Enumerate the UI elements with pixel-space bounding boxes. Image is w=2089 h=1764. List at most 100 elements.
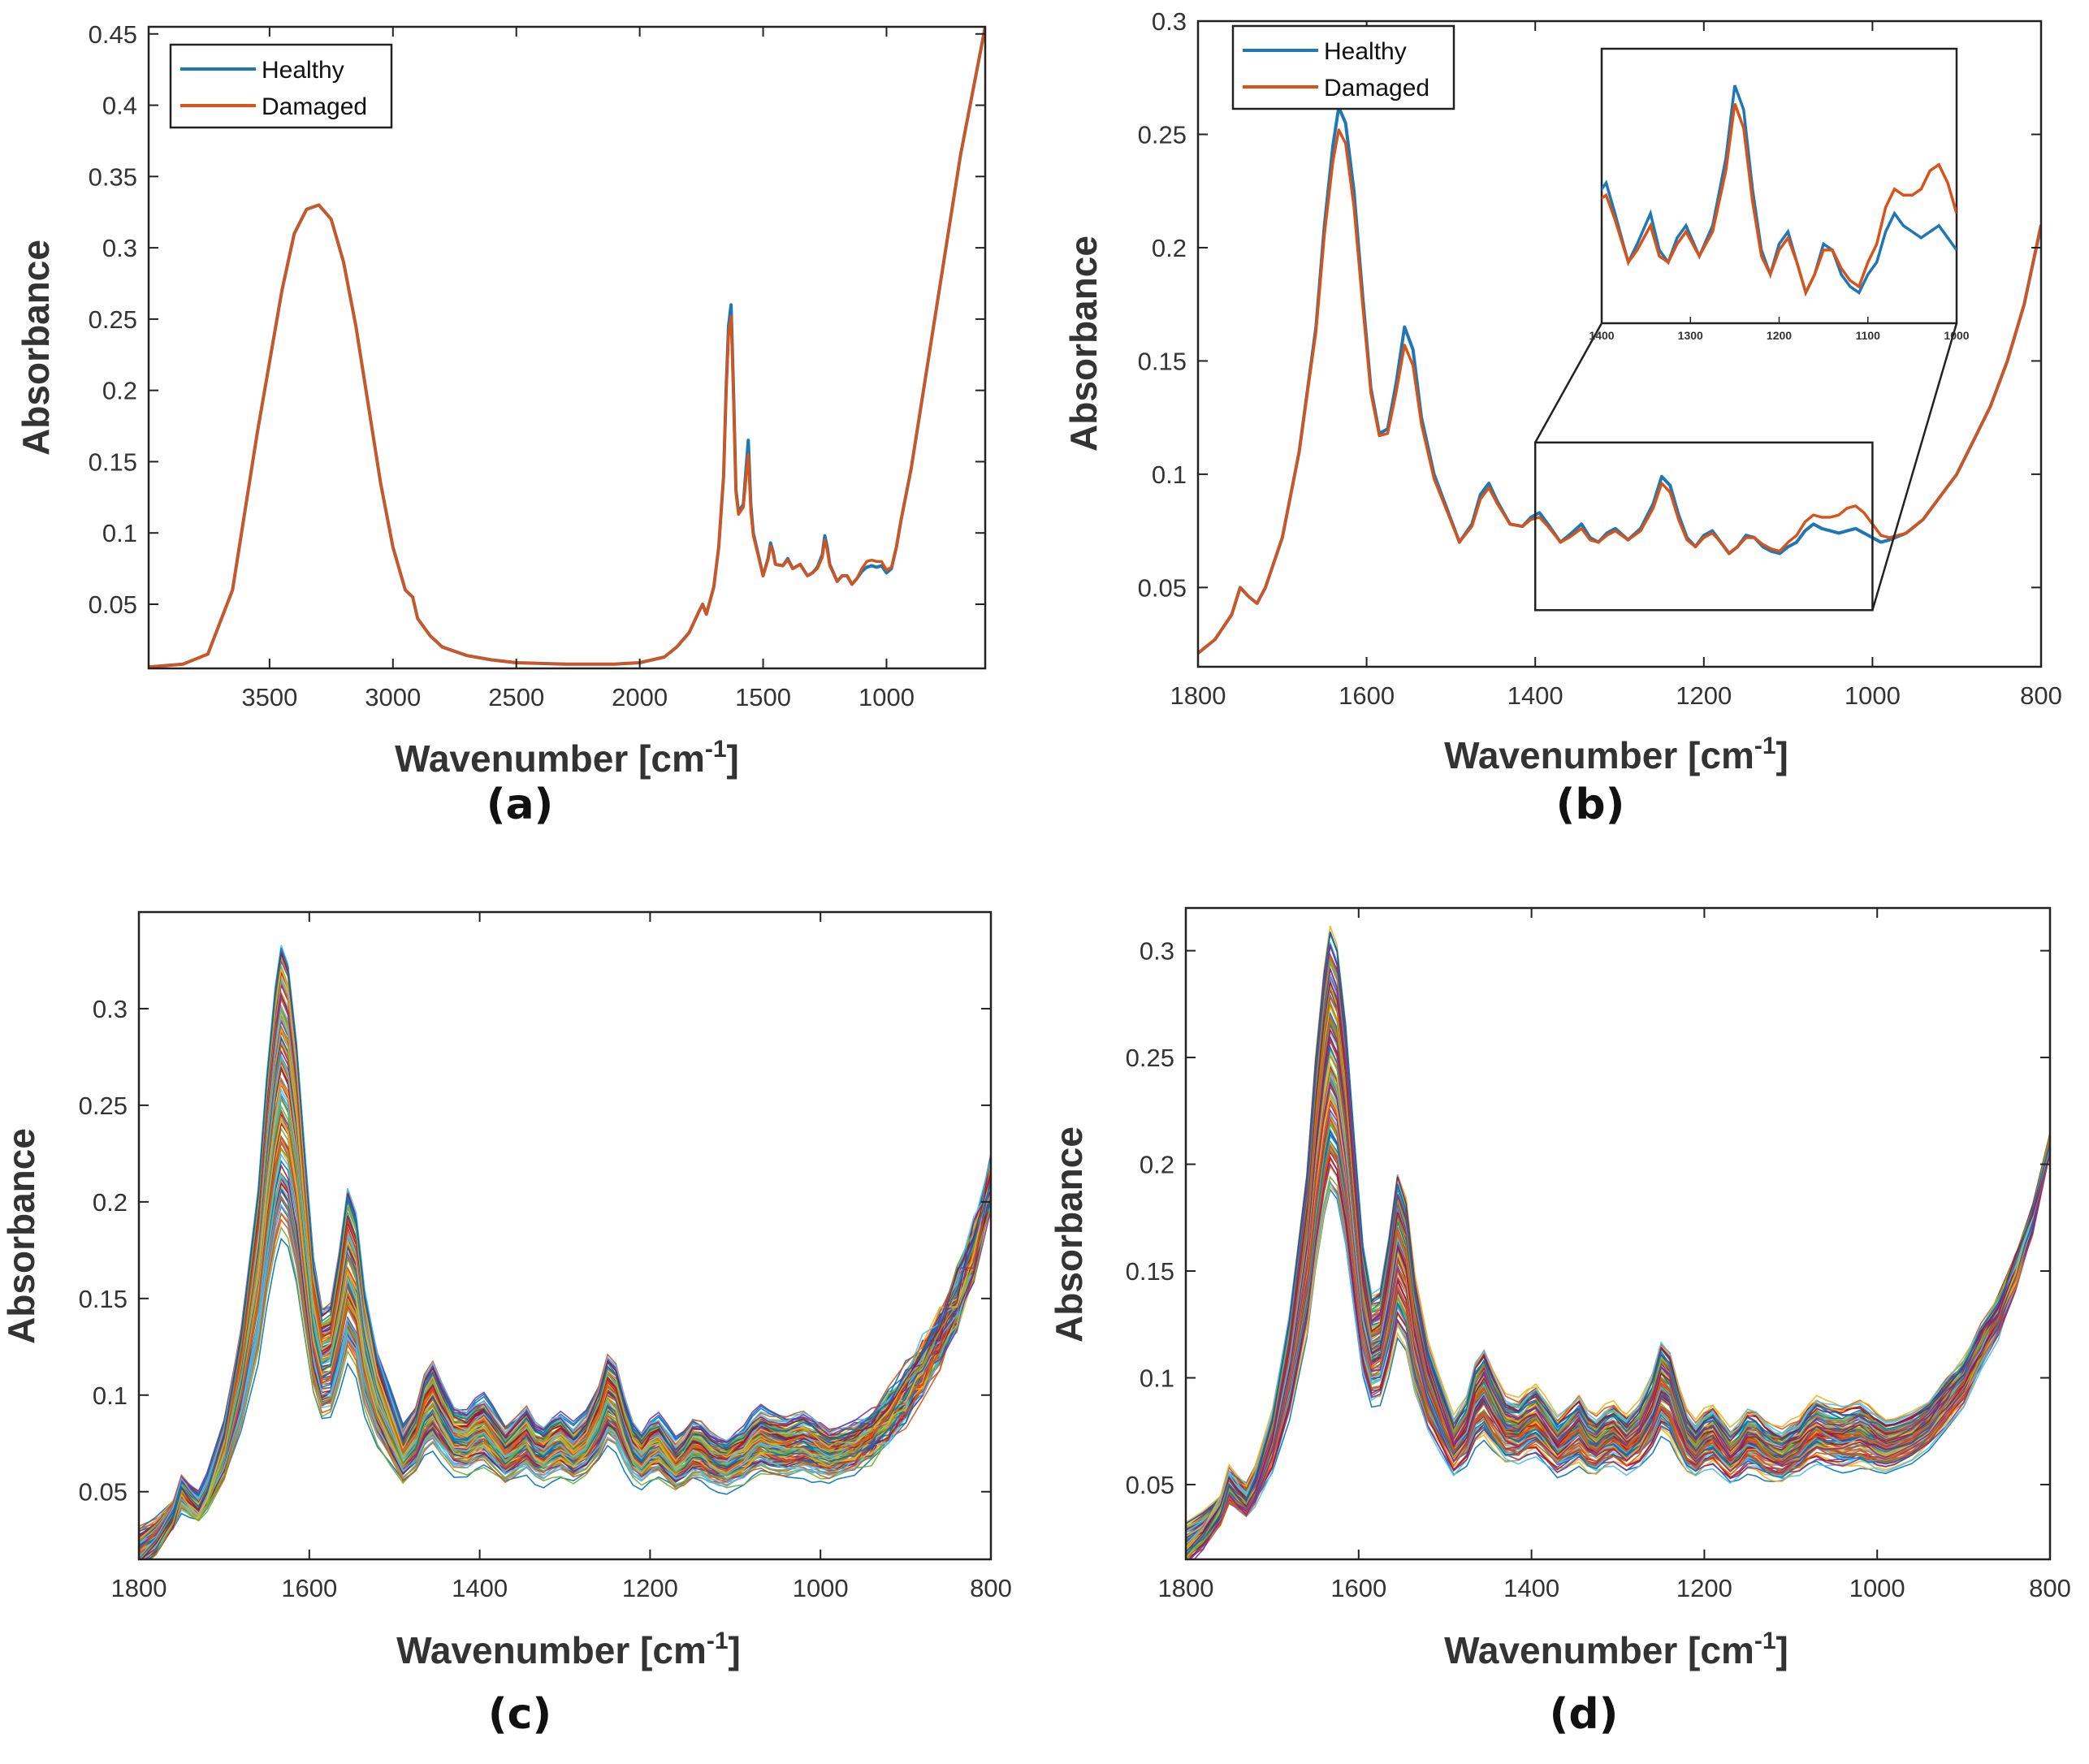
plot-area <box>139 945 991 1559</box>
y-tick-label: 0.15 <box>1126 1257 1174 1286</box>
y-ticks: 0.05 0.1 0.15 0.2 0.25 0.3 <box>79 995 991 1507</box>
x-axis-label: Wavenumber [cm-1] <box>395 736 739 780</box>
spectrum-line <box>1186 931 2050 1552</box>
legend-label-healthy: Healthy <box>262 57 344 84</box>
zoom-connector <box>1534 322 1603 443</box>
y-tick-label: 0.05 <box>79 1478 128 1507</box>
inset-x-tick-label: 1400 <box>1589 329 1614 342</box>
y-tick-label: 0.3 <box>93 995 128 1023</box>
y-tick-label: 0.2 <box>93 1188 128 1217</box>
y-tick-label: 0.1 <box>93 1381 128 1410</box>
x-axis-label-end: ] <box>1776 734 1788 776</box>
inset-plot <box>1602 84 1957 297</box>
x-tick-label: 1400 <box>1507 681 1564 710</box>
y-tick-label: 0.1 <box>102 519 137 547</box>
y-tick-label: 0.1 <box>1152 460 1187 489</box>
series-damaged-line <box>149 27 985 668</box>
inset-x-tick-label: 1100 <box>1856 329 1881 342</box>
panel-a: 3500 3000 2500 2000 1500 10000.050.10.150.20.… <box>15 20 987 829</box>
x-axis-label: Wavenumber [cm-1] <box>396 1628 741 1671</box>
spectrum-line <box>139 1081 991 1553</box>
y-tick-label: 0.15 <box>1138 347 1187 375</box>
spectrum-line <box>145 947 991 1559</box>
y-tick-label: 0.25 <box>79 1092 128 1120</box>
spectrum-line <box>1186 1014 2050 1557</box>
x-tick-label: 1200 <box>1676 1574 1732 1602</box>
inset-series-healthy-line <box>1602 84 1957 297</box>
x-tick-label: 1000 <box>1849 1574 1905 1602</box>
series-healthy-line <box>1198 106 2041 655</box>
y-tick-label: 0.2 <box>1152 234 1187 262</box>
spectrum-line <box>139 1157 991 1541</box>
y-tick-label: 0.05 <box>89 590 137 619</box>
spectrum-line <box>1186 1080 2050 1556</box>
x-axis-label-superscript: -1 <box>707 1628 729 1654</box>
legend-label-damaged: Damaged <box>262 93 367 120</box>
x-tick-label: 1000 <box>1845 681 1901 710</box>
spectrum-line <box>139 1159 991 1543</box>
x-tick-label: 1800 <box>1170 681 1226 710</box>
legend-label-healthy: Healthy <box>1324 38 1407 65</box>
legend: Healthy Damaged <box>169 43 393 129</box>
legend-box <box>169 43 393 129</box>
plot-area <box>1186 925 2050 1559</box>
zoom-connector <box>1871 322 1958 611</box>
spectrum-line <box>1186 1116 2050 1553</box>
inset-x-tick-label: 1000 <box>1944 329 1969 342</box>
x-tick-label: 1800 <box>111 1574 167 1602</box>
x-tick-label: 1000 <box>793 1574 849 1602</box>
y-ticks: 0.05 0.1 0.15 0.2 0.25 0.3 <box>1138 7 2041 602</box>
legend-box <box>1231 24 1455 110</box>
x-ticks: 1800 1600 1400 1200 1000 800 <box>1158 908 2071 1602</box>
panel-d: 1800 1600 1400 1200 1000 800 0.05 0.1 0.15 0.2 0.2… <box>1048 906 2071 1739</box>
y-tick-label: 0.3 <box>102 234 137 262</box>
spectrum-line <box>1187 979 2050 1559</box>
plot-area <box>1198 106 2041 655</box>
y-tick-label: 0.1 <box>1140 1364 1174 1392</box>
y-axis-label: Absorbance <box>1048 1126 1090 1342</box>
spectrum-line <box>1189 966 2050 1559</box>
spectrum-line <box>139 1135 991 1552</box>
x-tick-label: 1600 <box>281 1574 337 1602</box>
y-tick-label: 0.2 <box>102 377 137 405</box>
spectrum-line <box>139 1203 991 1545</box>
x-tick-label: 1000 <box>859 683 915 711</box>
panel-label: (c) <box>488 1690 551 1739</box>
x-tick-label: 1200 <box>622 1574 678 1602</box>
spectrum-line <box>139 1174 991 1550</box>
y-axis-label: Absorbance <box>15 240 57 456</box>
inset-x-tick-label: 1300 <box>1678 329 1703 342</box>
panel-b: 1800 1600 1400 1200 1000 800 0.05 0.1 0.15 0.2 0.2… <box>1062 7 2062 829</box>
x-axis-label-end: ] <box>1776 1629 1788 1671</box>
y-tick-label: 0.05 <box>1138 573 1187 602</box>
y-tick-label: 0.45 <box>89 20 137 49</box>
spectrum-line <box>139 1185 991 1553</box>
spectrum-line <box>139 1152 991 1554</box>
x-tick-label: 1600 <box>1339 681 1395 710</box>
y-axis-label: Absorbance <box>0 1128 42 1344</box>
series-damaged-line <box>1198 128 2041 655</box>
x-axis-label-main: Wavenumber [cm <box>1444 1629 1754 1671</box>
x-axis-label-main: Wavenumber [cm <box>1444 734 1754 776</box>
x-axis-label: Wavenumber [cm-1] <box>1444 1628 1788 1671</box>
y-tick-label: 0.3 <box>1140 937 1174 966</box>
axes-box <box>137 910 993 1561</box>
x-axis-label-superscript: -1 <box>705 736 727 763</box>
spectrum-line <box>145 968 991 1559</box>
x-axis-label-superscript: -1 <box>1754 733 1776 759</box>
y-tick-label: 0.25 <box>89 305 137 334</box>
inset-x-tick-label: 1200 <box>1767 329 1792 342</box>
y-ticks: 0.05 0.1 0.15 0.2 0.25 0.3 <box>1126 937 2050 1499</box>
spectrum-line <box>1193 945 2050 1559</box>
x-tick-label: 800 <box>970 1574 1012 1602</box>
x-ticks: 1800 1600 1400 1200 1000 800 <box>1170 21 2062 710</box>
x-tick-label: 1600 <box>1330 1574 1386 1602</box>
panel-label: (a) <box>487 780 554 829</box>
x-ticks: 3500 3000 2500 2000 1500 1000 <box>241 27 915 711</box>
axes-box <box>1196 19 2043 668</box>
x-tick-label: 1200 <box>1676 681 1732 710</box>
zoom-box <box>1533 441 1874 612</box>
x-axis-label-end: ] <box>727 737 739 780</box>
y-tick-label: 0.35 <box>89 162 137 191</box>
